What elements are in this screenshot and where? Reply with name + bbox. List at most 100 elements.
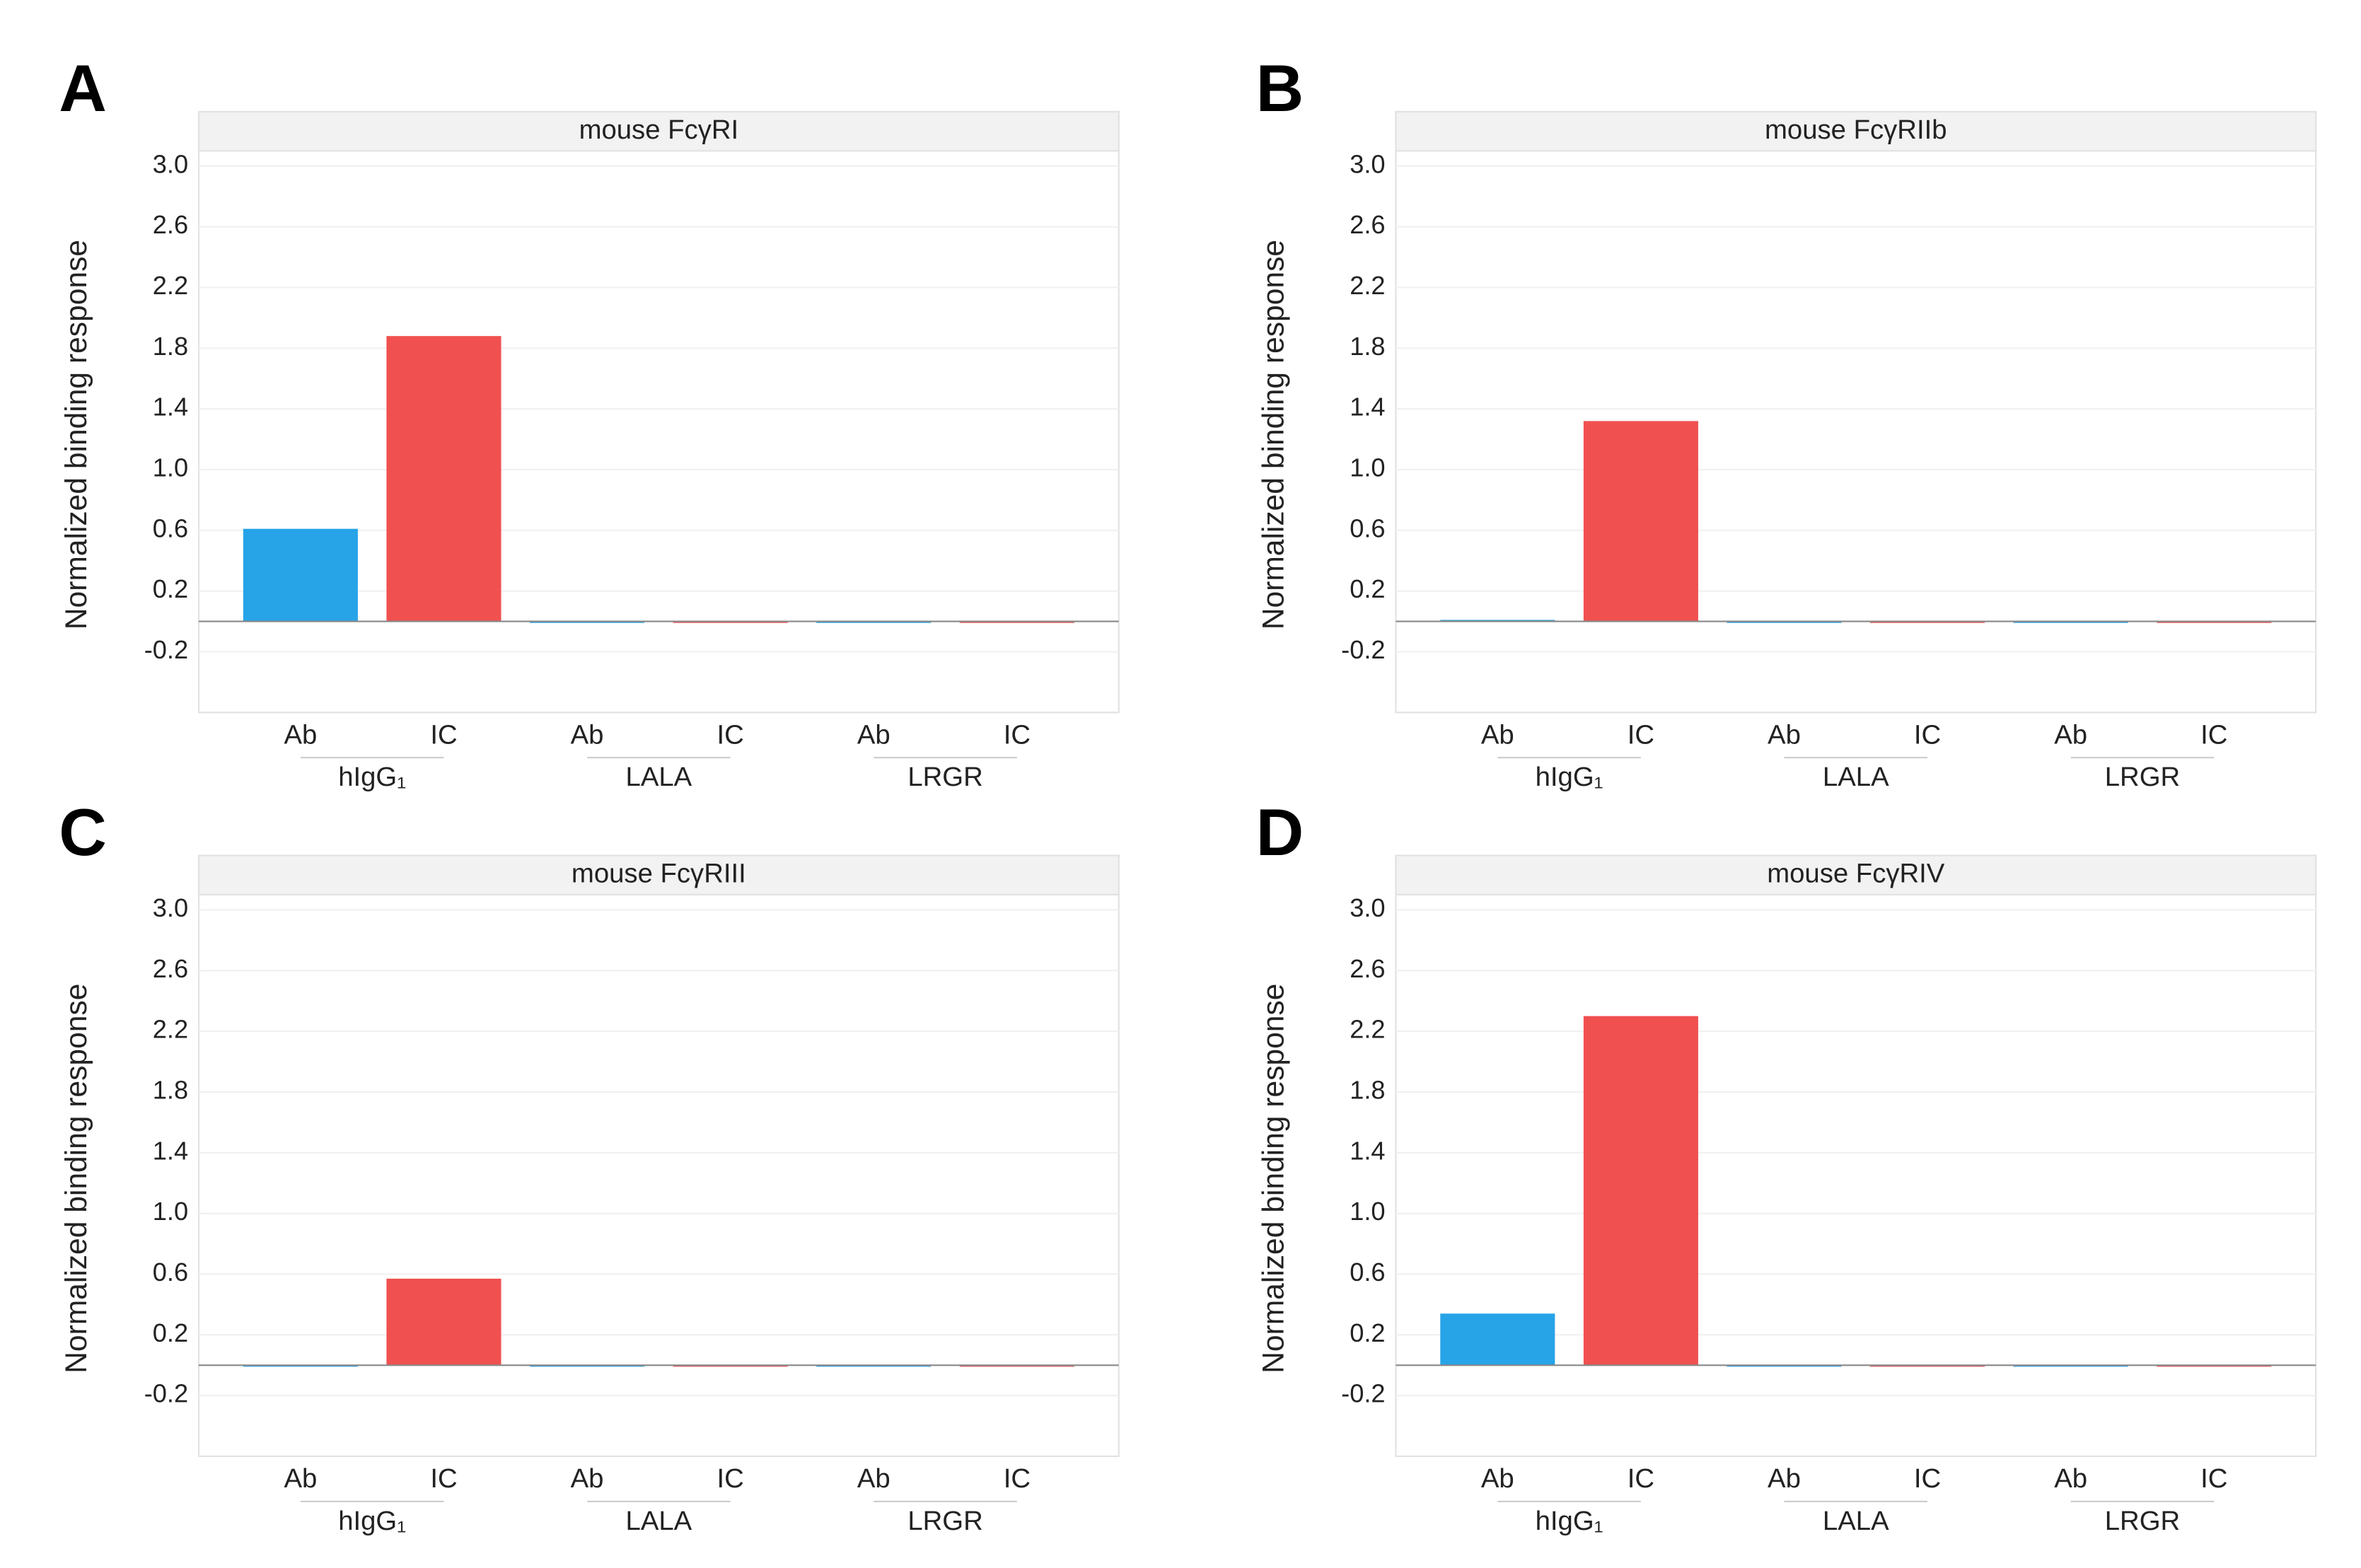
y-tick-label: 1.8 — [1350, 332, 1385, 361]
panel-label: D — [1256, 795, 1304, 869]
bar — [1440, 620, 1555, 622]
y-tick-label: 1.8 — [153, 1076, 188, 1105]
y-tick-label: 2.6 — [153, 210, 188, 239]
y-tick-label: 0.6 — [1350, 1258, 1385, 1287]
bar — [1583, 421, 1698, 622]
bar — [1727, 1365, 1842, 1367]
x-sub-label: IC — [1004, 1463, 1031, 1494]
x-sub-label: Ab — [1768, 720, 1801, 750]
x-sub-label: Ab — [857, 720, 891, 750]
bar — [1583, 1016, 1698, 1366]
plot-frame — [197, 854, 1120, 1458]
y-tick-label: 3.0 — [1350, 149, 1385, 178]
y-tick-label: 2.2 — [153, 1015, 188, 1044]
y-tick-label: 2.2 — [153, 271, 188, 300]
panel-label: A — [59, 51, 107, 125]
panel-label: C — [59, 795, 107, 869]
y-tick-label: 0.6 — [153, 513, 188, 542]
x-sub-label: IC — [1914, 1463, 1941, 1494]
title-strip — [197, 854, 1120, 896]
y-tick-label: 1.0 — [1350, 1197, 1385, 1226]
x-group-label: LALA — [626, 1506, 692, 1536]
chart-title: mouse FcγRI — [579, 115, 739, 145]
y-tick-label: 2.6 — [1350, 210, 1385, 239]
y-axis-label: Normalized binding response — [59, 984, 93, 1374]
bar — [673, 1365, 788, 1367]
bar — [2157, 1365, 2272, 1367]
y-tick-label: 1.4 — [153, 393, 188, 422]
plot-frame — [1395, 110, 2317, 714]
x-group-label: hIgG₁ — [1536, 762, 1603, 792]
y-tick-label: 3.0 — [153, 893, 188, 922]
y-axis-label: Normalized binding response — [1256, 240, 1290, 629]
x-sub-label: Ab — [857, 1463, 891, 1494]
y-tick-label: 1.0 — [153, 1197, 188, 1226]
x-sub-label: IC — [430, 1463, 457, 1494]
bar — [386, 1278, 501, 1366]
y-tick-label: -0.2 — [1341, 635, 1385, 664]
y-axis-label: Normalized binding response — [1256, 984, 1290, 1374]
bar — [2013, 1365, 2128, 1367]
y-axis-label: Normalized binding response — [59, 240, 93, 629]
x-sub-label: Ab — [284, 1463, 317, 1494]
x-sub-label: IC — [1628, 720, 1654, 750]
y-tick-label: 2.6 — [1350, 954, 1385, 983]
x-group-label: hIgG₁ — [1536, 1506, 1603, 1536]
y-tick-label: 1.4 — [153, 1136, 188, 1165]
x-group-label: hIgG₁ — [338, 1506, 406, 1536]
y-tick-label: 0.6 — [153, 1258, 188, 1287]
y-tick-label: 1.4 — [1350, 393, 1385, 422]
x-sub-label: IC — [1628, 1463, 1654, 1494]
y-tick-label: 2.2 — [1350, 1015, 1385, 1044]
x-sub-label: Ab — [571, 720, 604, 750]
y-tick-label: 2.2 — [1350, 271, 1385, 300]
bar — [1870, 1365, 1985, 1367]
x-sub-label: IC — [1914, 720, 1941, 750]
title-strip — [1395, 854, 2317, 896]
x-sub-label: Ab — [1768, 1463, 1801, 1494]
bar — [816, 1365, 932, 1367]
y-tick-label: 1.8 — [1350, 1076, 1385, 1105]
bar — [1440, 1313, 1555, 1366]
y-tick-label: 1.0 — [1350, 453, 1385, 482]
panel-label: B — [1256, 51, 1304, 125]
y-tick-label: 2.6 — [153, 954, 188, 983]
x-group-label: LRGR — [907, 762, 982, 792]
y-tick-label: 0.2 — [153, 1318, 188, 1347]
x-sub-label: Ab — [571, 1463, 604, 1494]
bar — [386, 336, 501, 622]
x-sub-label: IC — [717, 1463, 744, 1494]
title-strip — [197, 110, 1120, 152]
y-tick-label: -0.2 — [144, 635, 188, 664]
y-tick-label: 0.2 — [153, 574, 188, 603]
x-group-label: LRGR — [2105, 1506, 2180, 1536]
chart-title: mouse FcγRIIb — [1765, 115, 1947, 145]
chart-title: mouse FcγRIV — [1767, 858, 1945, 888]
x-sub-label: Ab — [284, 720, 317, 750]
title-strip — [1395, 110, 2317, 152]
x-sub-label: IC — [1004, 720, 1031, 750]
chart-title: mouse FcγRIII — [572, 858, 746, 888]
bar — [243, 1365, 358, 1367]
x-sub-label: Ab — [1481, 1463, 1514, 1494]
y-tick-label: 1.4 — [1350, 1136, 1385, 1165]
x-group-label: LALA — [1823, 1506, 1889, 1536]
x-sub-label: IC — [717, 720, 744, 750]
x-sub-label: IC — [2200, 720, 2227, 750]
y-tick-label: -0.2 — [144, 1379, 188, 1408]
y-tick-label: -0.2 — [1341, 1379, 1385, 1408]
x-sub-label: IC — [430, 720, 457, 750]
y-tick-label: 3.0 — [1350, 893, 1385, 922]
bar — [959, 1365, 1074, 1367]
y-tick-label: 3.0 — [153, 149, 188, 178]
y-tick-label: 0.2 — [1350, 1318, 1385, 1347]
bar — [243, 528, 358, 622]
x-sub-label: Ab — [2054, 1463, 2087, 1494]
bar — [530, 1365, 645, 1367]
x-group-label: LRGR — [2105, 762, 2180, 792]
x-sub-label: Ab — [1481, 720, 1514, 750]
